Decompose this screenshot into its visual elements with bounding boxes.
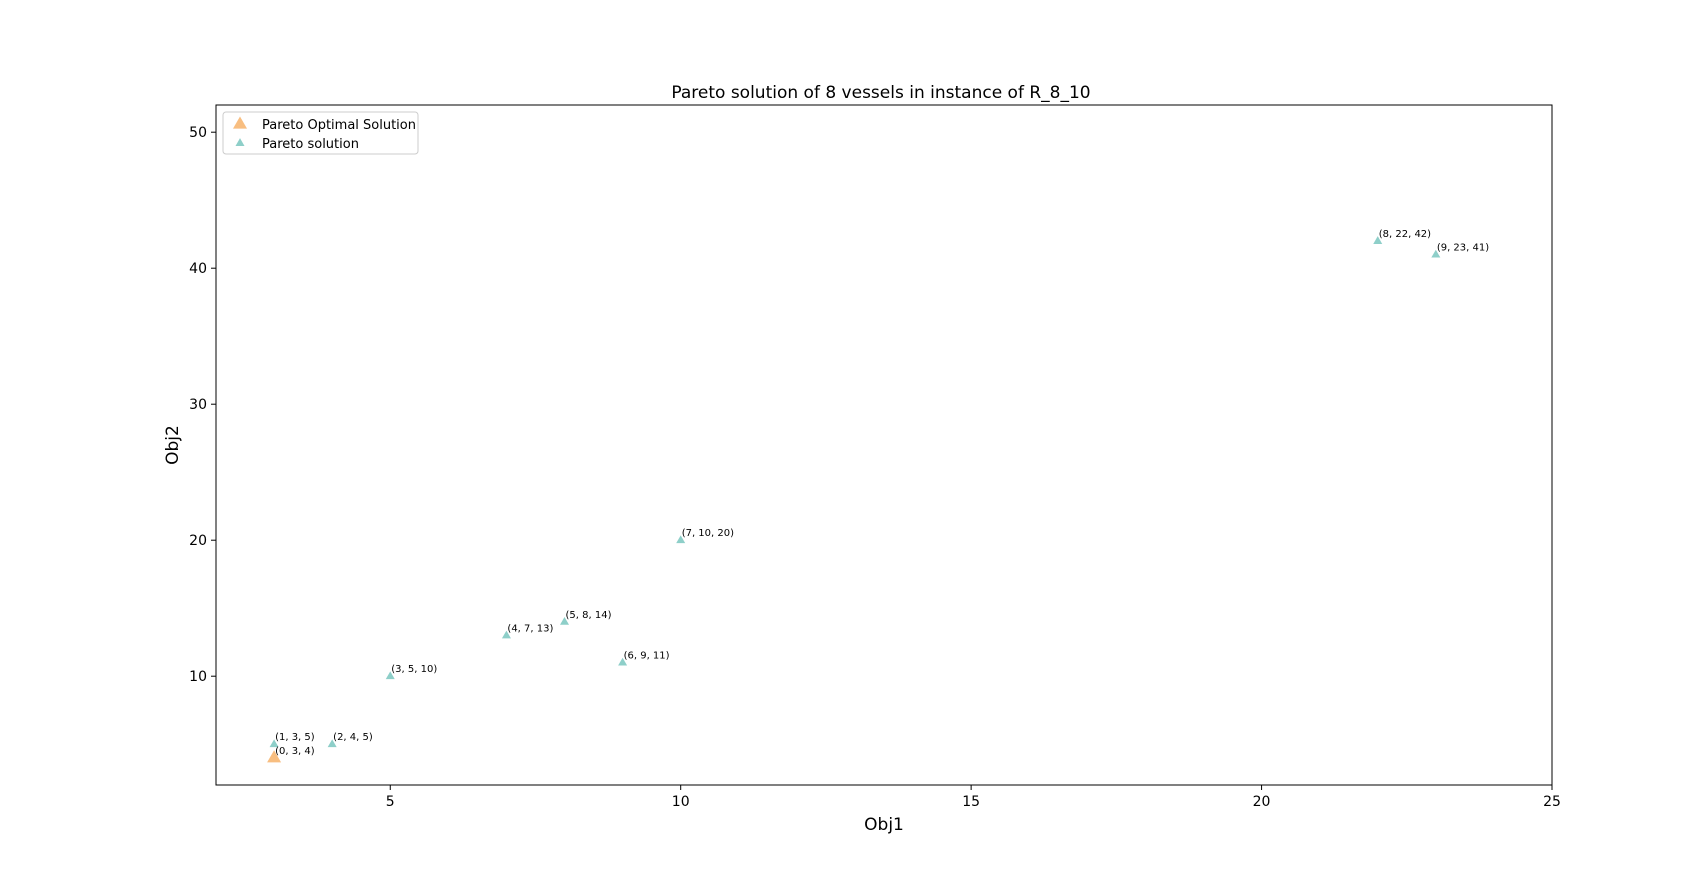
point-label: (7, 10, 20) bbox=[682, 528, 734, 539]
x-axis-label: Obj1 bbox=[864, 815, 904, 835]
legend-marker bbox=[235, 138, 245, 146]
y-tick-label: 10 bbox=[189, 669, 207, 685]
y-axis: 10 20 30 40 50 bbox=[189, 125, 216, 685]
legend: Pareto Optimal Solution Pareto solution bbox=[222, 111, 419, 155]
point-label: (0, 3, 4) bbox=[275, 746, 315, 757]
legend-entry: Pareto Optimal Solution bbox=[262, 118, 416, 133]
data-point bbox=[1431, 249, 1441, 258]
y-tick-label: 40 bbox=[189, 261, 207, 277]
x-axis: 5 10 15 20 25 bbox=[386, 785, 1561, 810]
point-label: (2, 4, 5) bbox=[333, 732, 373, 743]
point-label: (9, 23, 41) bbox=[1437, 243, 1489, 254]
legend-marker bbox=[233, 116, 247, 129]
y-tick-label: 30 bbox=[189, 397, 207, 413]
x-tick-label: 15 bbox=[962, 794, 980, 810]
data-point bbox=[327, 739, 337, 748]
data-point bbox=[385, 671, 395, 680]
legend-box bbox=[222, 111, 419, 155]
point-label: (1, 3, 5) bbox=[275, 732, 315, 743]
point-label: (5, 8, 14) bbox=[566, 610, 612, 621]
point-label: (6, 9, 11) bbox=[624, 651, 670, 662]
data-point bbox=[618, 657, 628, 666]
x-tick-label: 25 bbox=[1543, 794, 1561, 810]
data-point bbox=[501, 630, 511, 639]
x-tick-label: 5 bbox=[386, 794, 395, 810]
y-tick-label: 50 bbox=[189, 125, 207, 141]
point-label: (3, 5, 10) bbox=[391, 664, 437, 675]
x-tick-label: 10 bbox=[672, 794, 690, 810]
point-label: (8, 22, 42) bbox=[1379, 229, 1431, 240]
data-point bbox=[269, 739, 279, 748]
chart-title: Pareto solution of 8 vessels in instance… bbox=[671, 83, 1090, 103]
point-label: (4, 7, 13) bbox=[507, 623, 553, 634]
data-point bbox=[676, 535, 686, 544]
legend-entry: Pareto solution bbox=[262, 137, 359, 152]
data-point bbox=[1373, 236, 1383, 244]
y-tick-label: 20 bbox=[189, 533, 207, 549]
y-axis-label: Obj2 bbox=[163, 425, 183, 465]
data-points: (1, 3, 5) (2, 4, 5) (3, 5, 10) (4, 7, 13) (5… bbox=[267, 229, 1489, 763]
data-point bbox=[267, 750, 282, 763]
data-point bbox=[560, 616, 570, 625]
x-tick-label: 20 bbox=[1253, 794, 1271, 810]
plot-area bbox=[215, 104, 1553, 786]
